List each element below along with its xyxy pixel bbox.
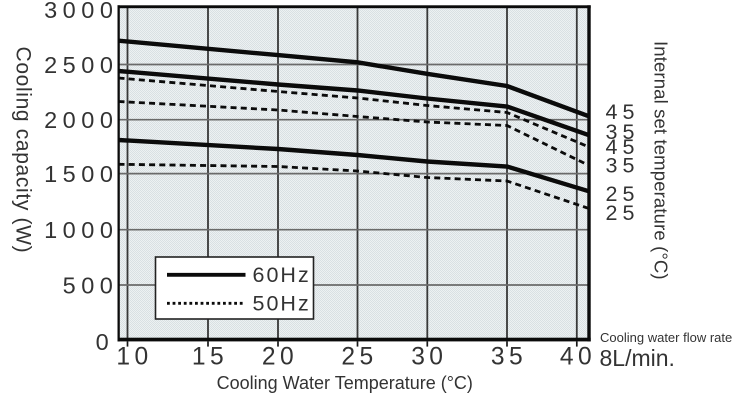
svg-text:30: 30	[411, 344, 447, 371]
svg-text:60Hz: 60Hz	[253, 263, 311, 287]
svg-text:45: 45	[606, 135, 640, 159]
svg-text:10: 10	[116, 344, 152, 371]
svg-text:25: 25	[341, 344, 377, 371]
svg-text:500: 500	[63, 272, 119, 298]
svg-text:3000: 3000	[44, 0, 118, 23]
svg-text:25: 25	[606, 201, 640, 225]
svg-text:45: 45	[606, 100, 640, 124]
svg-text:Cooling Water Temperature (°C): Cooling Water Temperature (°C)	[217, 373, 473, 393]
svg-text:15: 15	[192, 344, 228, 371]
svg-text:0: 0	[96, 329, 115, 355]
svg-text:40: 40	[560, 344, 596, 371]
svg-text:8L/min.: 8L/min.	[600, 345, 675, 371]
svg-text:25: 25	[606, 182, 640, 206]
svg-text:1000: 1000	[44, 217, 118, 243]
svg-text:50Hz: 50Hz	[253, 292, 311, 316]
svg-text:35: 35	[606, 120, 640, 144]
svg-text:1500: 1500	[44, 161, 118, 187]
svg-text:20: 20	[262, 344, 298, 371]
svg-text:Internal set temperature (°C): Internal set temperature (°C)	[651, 41, 672, 280]
svg-text:35: 35	[491, 344, 527, 371]
svg-text:Cooling capacity (W): Cooling capacity (W)	[11, 47, 34, 254]
svg-text:35: 35	[606, 153, 640, 177]
svg-text:2000: 2000	[44, 107, 118, 133]
svg-text:Cooling water flow rate: Cooling water flow rate	[600, 330, 732, 345]
svg-text:2500: 2500	[44, 52, 118, 78]
